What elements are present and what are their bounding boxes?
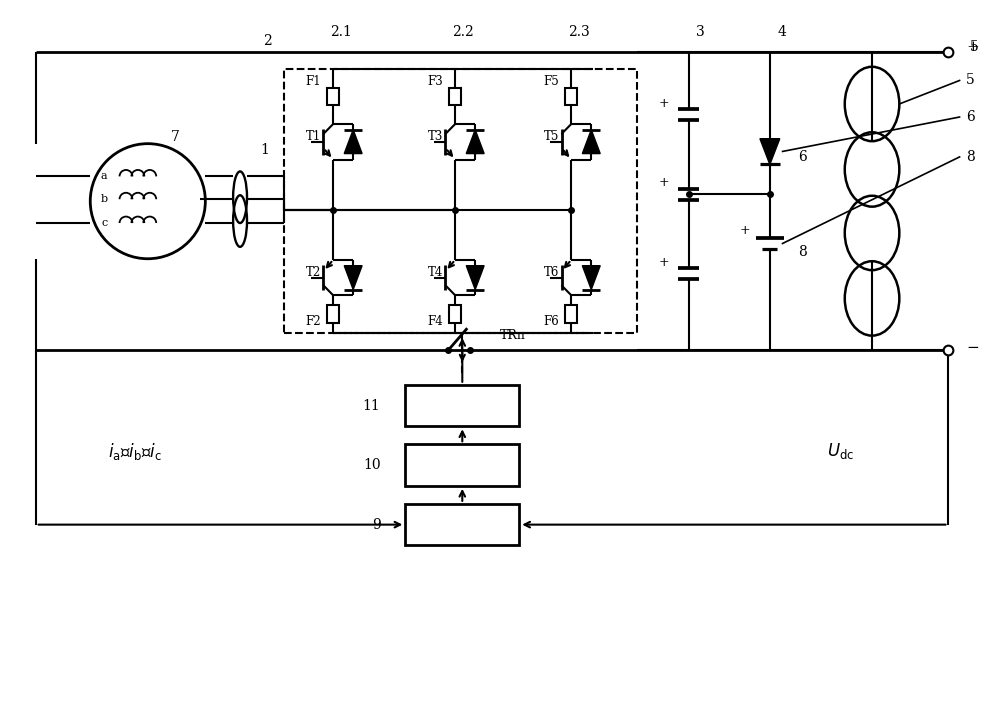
- Bar: [405, 504, 519, 546]
- Text: $U_{\mathrm{dc}}$: $U_{\mathrm{dc}}$: [827, 441, 855, 461]
- Text: a: a: [101, 171, 107, 181]
- Text: 2.3: 2.3: [568, 25, 590, 39]
- Text: +: +: [658, 176, 669, 190]
- Text: F5: F5: [544, 75, 559, 87]
- Bar: [327, 305, 339, 323]
- Bar: [449, 305, 461, 323]
- Text: 2.2: 2.2: [452, 25, 474, 39]
- Text: 11: 11: [363, 398, 380, 412]
- Text: T4: T4: [428, 266, 443, 279]
- Text: F3: F3: [428, 75, 443, 87]
- Text: F6: F6: [544, 314, 559, 328]
- Text: F1: F1: [306, 75, 321, 87]
- Text: 6: 6: [798, 149, 806, 164]
- Text: $i_{\mathrm{a}}$、$i_{\mathrm{b}}$、$i_{\mathrm{c}}$: $i_{\mathrm{a}}$、$i_{\mathrm{b}}$、$i_{\m…: [108, 441, 162, 462]
- Polygon shape: [344, 130, 362, 154]
- Text: +: +: [740, 224, 750, 237]
- Text: c: c: [101, 218, 107, 228]
- Polygon shape: [582, 266, 600, 290]
- Polygon shape: [466, 130, 484, 154]
- Text: +: +: [658, 256, 669, 269]
- Text: 3: 3: [696, 25, 705, 39]
- Text: 5: 5: [966, 73, 975, 87]
- Text: T5: T5: [544, 130, 559, 143]
- Bar: [327, 87, 339, 106]
- Bar: [449, 87, 461, 106]
- Text: 7: 7: [171, 130, 180, 144]
- Text: T1: T1: [306, 130, 321, 143]
- Text: 2.1: 2.1: [330, 25, 352, 39]
- Text: T2: T2: [306, 266, 321, 279]
- Text: 10: 10: [363, 458, 380, 472]
- Bar: [284, 69, 637, 333]
- Text: F2: F2: [306, 314, 321, 328]
- Text: 2: 2: [263, 35, 272, 49]
- Polygon shape: [344, 266, 362, 290]
- Polygon shape: [760, 139, 780, 164]
- Text: 4: 4: [778, 25, 787, 39]
- Polygon shape: [582, 130, 600, 154]
- Text: TRn: TRn: [500, 329, 526, 342]
- Bar: [405, 444, 519, 486]
- Text: T6: T6: [544, 266, 559, 279]
- Bar: [565, 305, 577, 323]
- Text: 8: 8: [966, 149, 975, 164]
- Bar: [565, 87, 577, 106]
- Text: 5: 5: [970, 40, 979, 54]
- Text: +: +: [658, 97, 669, 110]
- Text: F4: F4: [428, 314, 443, 328]
- Text: T3: T3: [428, 130, 443, 143]
- Polygon shape: [466, 266, 484, 290]
- Text: 9: 9: [372, 517, 380, 532]
- Text: 1: 1: [260, 142, 269, 157]
- Text: +: +: [966, 40, 979, 54]
- Text: 6: 6: [966, 110, 975, 124]
- Text: b: b: [101, 194, 108, 204]
- Text: 8: 8: [798, 245, 806, 259]
- Bar: [405, 385, 519, 427]
- Text: −: −: [966, 341, 979, 355]
